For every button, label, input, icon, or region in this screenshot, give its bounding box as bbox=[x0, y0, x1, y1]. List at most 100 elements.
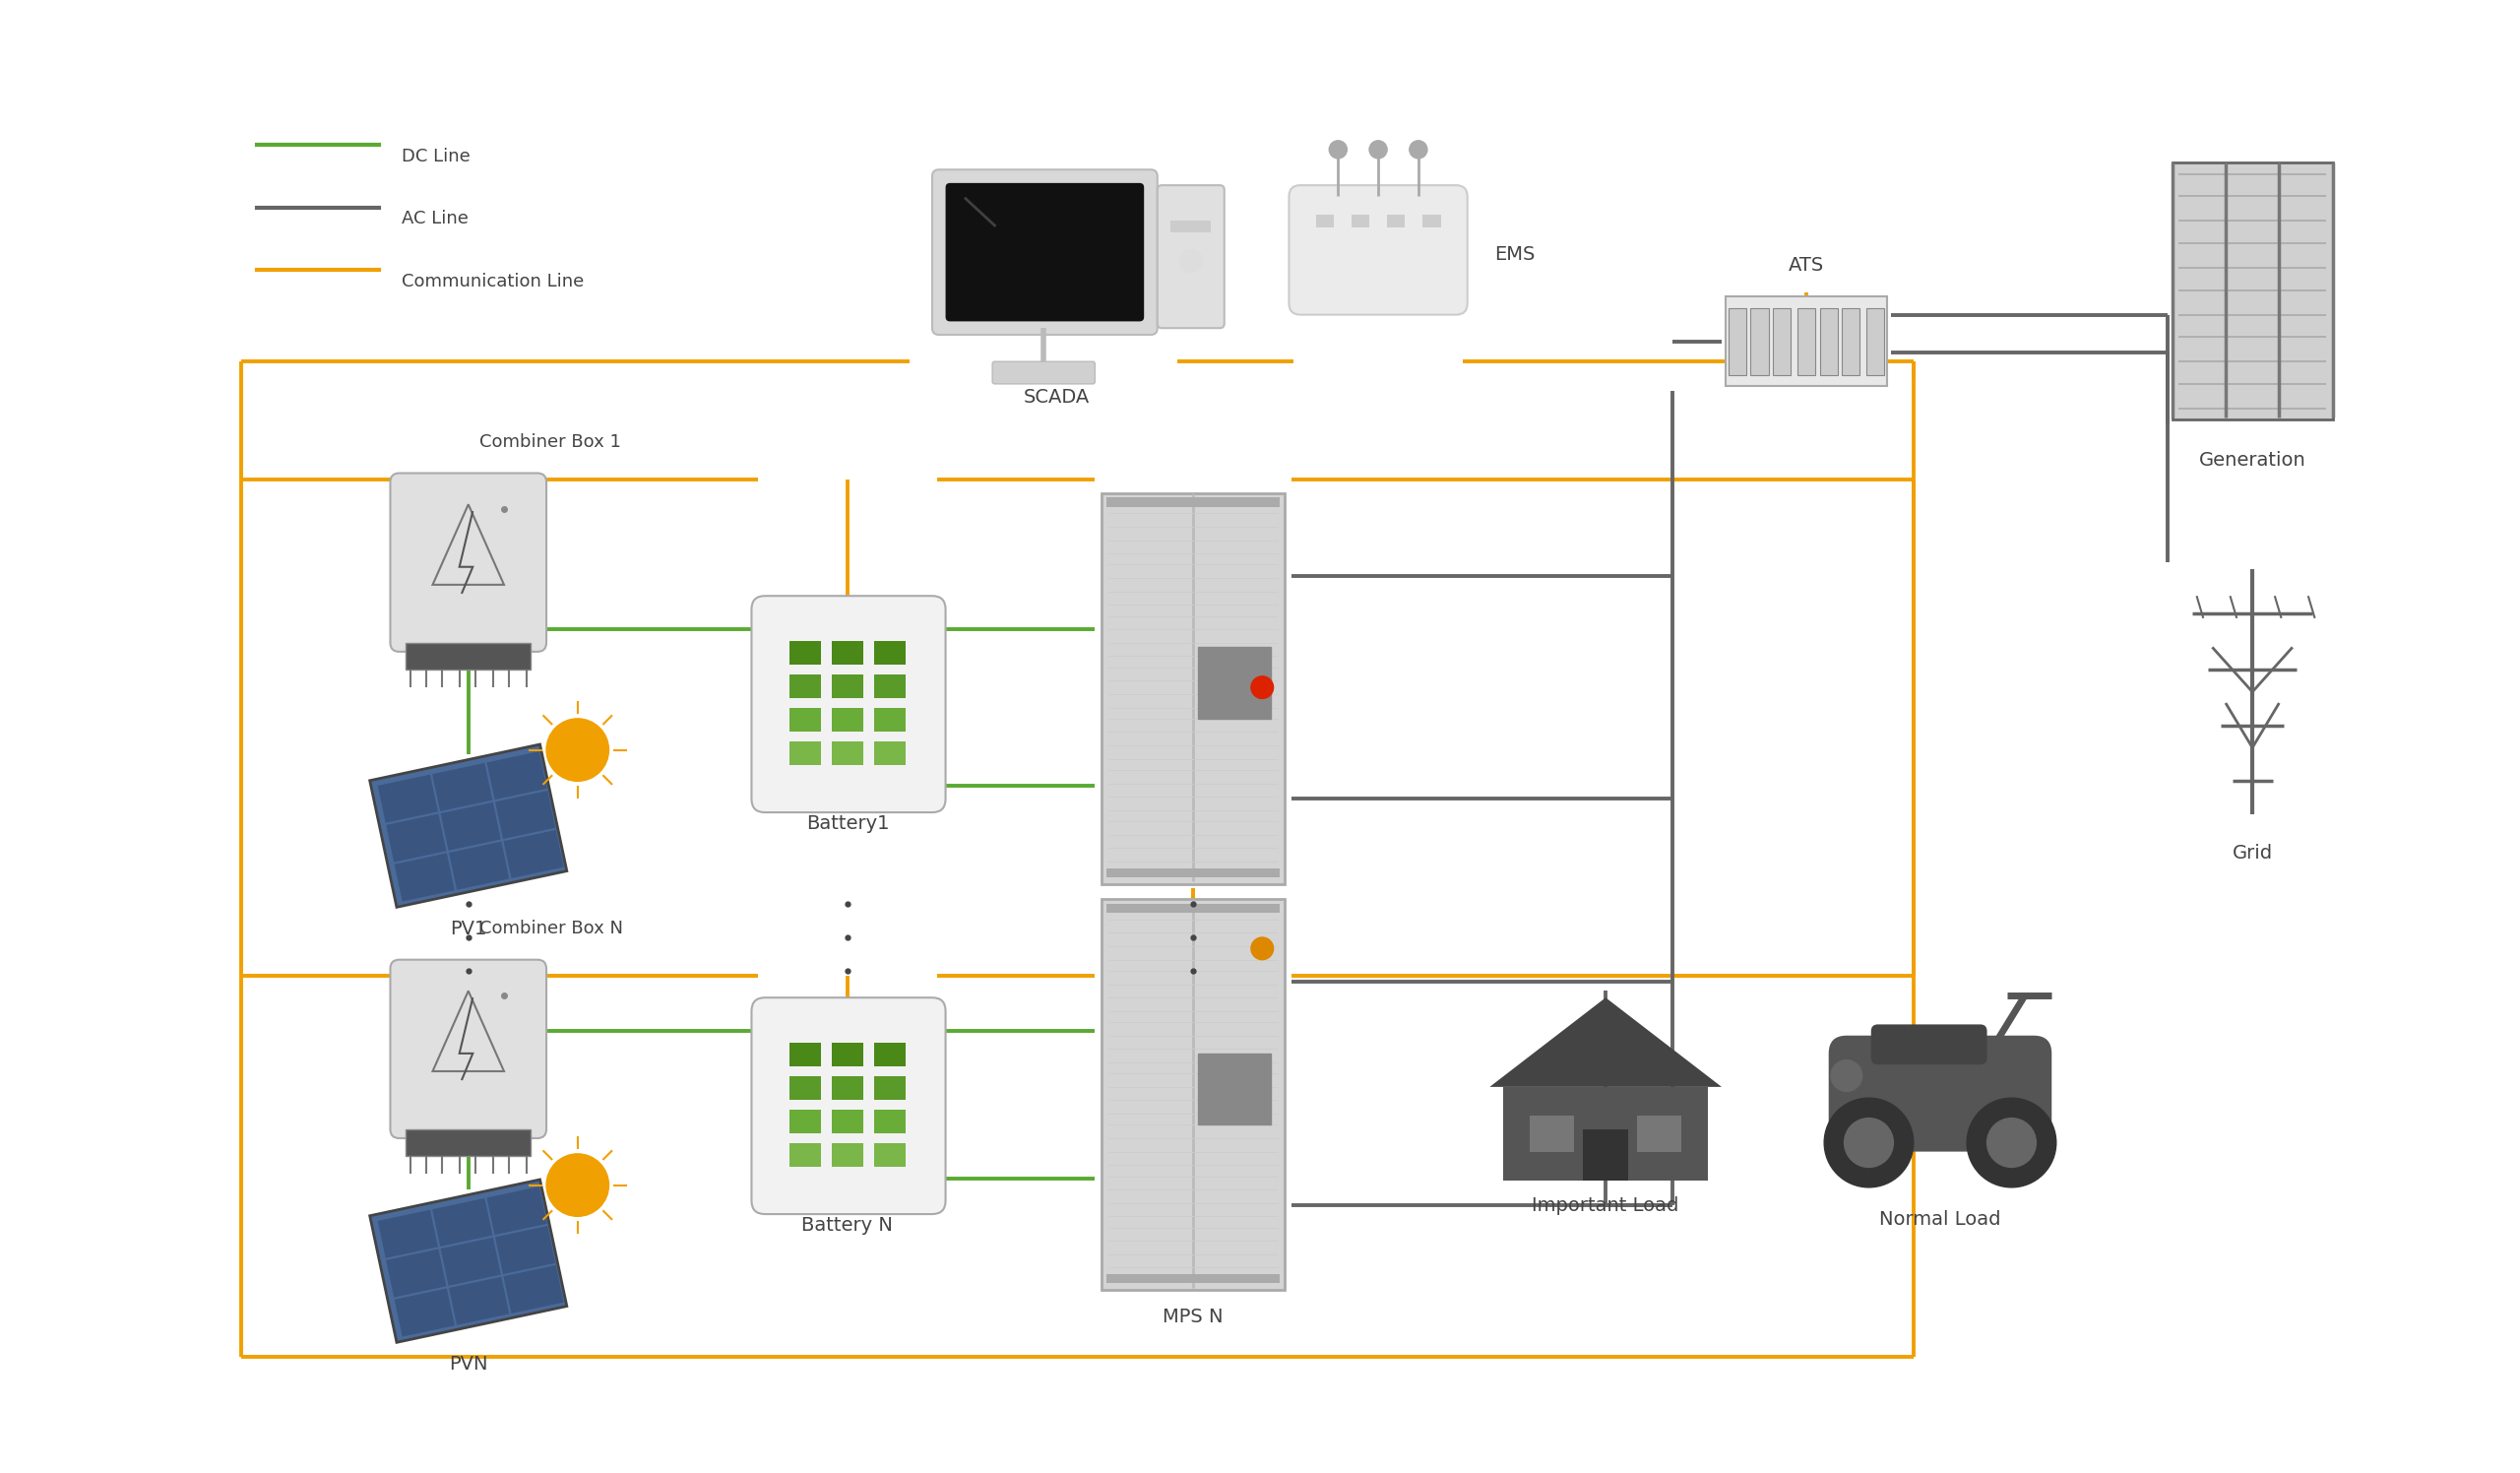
Bar bbox=[370, 1180, 567, 1342]
Bar bbox=[1351, 214, 1368, 228]
Text: Normal Load: Normal Load bbox=[1880, 1209, 2001, 1228]
Polygon shape bbox=[1489, 997, 1721, 1087]
FancyBboxPatch shape bbox=[932, 169, 1157, 334]
Bar bbox=[449, 1277, 509, 1326]
Bar bbox=[1172, 221, 1212, 233]
Bar bbox=[370, 744, 567, 907]
Bar bbox=[2172, 164, 2334, 420]
Bar bbox=[396, 1289, 454, 1336]
Circle shape bbox=[1986, 1118, 2036, 1167]
Bar bbox=[1106, 498, 1280, 507]
Circle shape bbox=[1845, 1118, 1893, 1167]
Circle shape bbox=[1250, 676, 1273, 698]
Bar bbox=[874, 1143, 905, 1167]
Bar bbox=[832, 707, 862, 732]
Bar bbox=[832, 1075, 862, 1100]
Text: Combiner Box 1: Combiner Box 1 bbox=[479, 433, 620, 451]
Polygon shape bbox=[433, 504, 504, 585]
Bar bbox=[789, 1043, 822, 1066]
Bar bbox=[789, 1109, 822, 1134]
Bar bbox=[789, 675, 822, 698]
FancyBboxPatch shape bbox=[1157, 186, 1225, 328]
Bar bbox=[504, 829, 564, 878]
Text: ATS: ATS bbox=[1789, 256, 1824, 274]
Polygon shape bbox=[433, 991, 504, 1071]
Bar bbox=[378, 1209, 438, 1258]
Bar bbox=[1867, 308, 1885, 376]
Text: AC Line: AC Line bbox=[401, 209, 469, 228]
Bar bbox=[1315, 214, 1333, 228]
Circle shape bbox=[1250, 937, 1273, 960]
Bar bbox=[832, 641, 862, 666]
FancyBboxPatch shape bbox=[1870, 1024, 1986, 1065]
Circle shape bbox=[1824, 1097, 1913, 1187]
Bar bbox=[789, 1143, 822, 1167]
Bar bbox=[1530, 1117, 1575, 1152]
Bar bbox=[1819, 308, 1837, 376]
Text: PV1: PV1 bbox=[451, 919, 486, 938]
Bar bbox=[832, 1109, 862, 1134]
Text: Combiner Box N: Combiner Box N bbox=[479, 919, 622, 937]
Text: DC Line: DC Line bbox=[401, 147, 471, 165]
Bar bbox=[486, 1187, 547, 1234]
Text: MPS N: MPS N bbox=[1162, 1308, 1222, 1327]
Bar bbox=[874, 1109, 905, 1134]
Bar bbox=[494, 791, 554, 840]
Circle shape bbox=[547, 719, 610, 781]
Text: Battery N: Battery N bbox=[801, 1217, 892, 1234]
FancyBboxPatch shape bbox=[751, 997, 945, 1214]
Bar bbox=[832, 1143, 862, 1167]
Circle shape bbox=[1968, 1097, 2056, 1187]
FancyBboxPatch shape bbox=[1830, 1036, 2051, 1152]
Circle shape bbox=[1368, 140, 1386, 159]
Bar bbox=[1502, 1087, 1709, 1181]
Circle shape bbox=[547, 1153, 610, 1217]
Text: PVN: PVN bbox=[449, 1355, 489, 1373]
Bar bbox=[406, 642, 532, 670]
Bar bbox=[386, 815, 446, 862]
Text: SCADA: SCADA bbox=[1023, 389, 1091, 407]
Text: Battery1: Battery1 bbox=[806, 815, 890, 834]
Bar bbox=[396, 853, 454, 901]
Bar bbox=[433, 1198, 491, 1246]
Text: Grid: Grid bbox=[2233, 844, 2273, 862]
Bar bbox=[874, 675, 905, 698]
Text: Important Load: Important Load bbox=[1532, 1196, 1678, 1215]
Bar bbox=[874, 1075, 905, 1100]
Bar bbox=[1101, 493, 1285, 884]
FancyBboxPatch shape bbox=[1290, 186, 1467, 315]
Bar bbox=[1386, 214, 1406, 228]
Circle shape bbox=[1179, 250, 1202, 273]
Bar bbox=[832, 675, 862, 698]
Bar bbox=[1729, 308, 1746, 376]
Bar bbox=[874, 641, 905, 666]
Bar bbox=[1197, 647, 1270, 719]
Bar bbox=[504, 1265, 564, 1314]
Bar bbox=[1106, 904, 1280, 913]
Bar bbox=[832, 1043, 862, 1066]
FancyBboxPatch shape bbox=[391, 960, 547, 1139]
Bar bbox=[789, 707, 822, 732]
Bar bbox=[874, 1043, 905, 1066]
Bar bbox=[1583, 1130, 1628, 1181]
Bar bbox=[789, 641, 822, 666]
Bar bbox=[874, 741, 905, 766]
Text: Generation: Generation bbox=[2200, 451, 2306, 470]
Bar bbox=[441, 1237, 501, 1286]
Bar bbox=[1751, 308, 1769, 376]
Bar bbox=[1638, 1117, 1681, 1152]
FancyBboxPatch shape bbox=[391, 473, 547, 651]
Circle shape bbox=[1409, 140, 1426, 159]
Bar bbox=[1106, 1274, 1280, 1283]
FancyBboxPatch shape bbox=[751, 597, 945, 813]
Bar bbox=[1774, 308, 1792, 376]
Bar bbox=[1424, 214, 1441, 228]
Bar bbox=[433, 763, 491, 812]
Circle shape bbox=[1832, 1061, 1862, 1091]
Bar bbox=[406, 1130, 532, 1156]
Text: Communication Line: Communication Line bbox=[401, 273, 585, 290]
Bar bbox=[789, 741, 822, 766]
Bar bbox=[1797, 308, 1814, 376]
Bar bbox=[832, 741, 862, 766]
Text: EMS: EMS bbox=[1494, 245, 1535, 264]
